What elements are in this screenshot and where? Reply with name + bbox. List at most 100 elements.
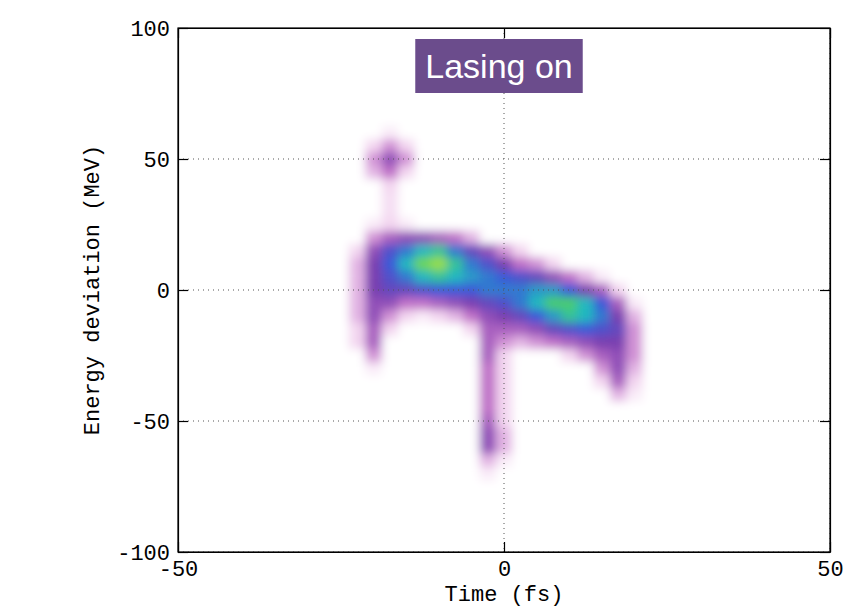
- heatmap-cell: [626, 310, 643, 324]
- heatmap-cell: [398, 388, 415, 402]
- heatmap-cell: [610, 441, 627, 455]
- heatmap-cell: [626, 270, 643, 284]
- heatmap-cell: [528, 283, 545, 297]
- heatmap-cell: [512, 126, 529, 140]
- heatmap-cell: [496, 205, 513, 219]
- heatmap-cell: [643, 244, 660, 258]
- heatmap-cell: [382, 270, 399, 284]
- heatmap-cell: [447, 414, 464, 428]
- heatmap-cell: [447, 139, 464, 153]
- heatmap-cell: [447, 336, 464, 350]
- heatmap-cell: [577, 401, 594, 415]
- heatmap-cell: [365, 310, 382, 324]
- heatmap-cell: [528, 375, 545, 389]
- heatmap-cell: [480, 192, 497, 206]
- heatmap-cell: [431, 139, 448, 153]
- heatmap-cell: [463, 310, 480, 324]
- heatmap-cell: [561, 270, 578, 284]
- tick: 100: [130, 18, 188, 43]
- heatmap-cell: [333, 283, 350, 297]
- heatmap-cell: [480, 179, 497, 193]
- heatmap-cell: [463, 441, 480, 455]
- heatmap-cell: [382, 323, 399, 337]
- heatmap-cell: [349, 218, 366, 232]
- heatmap-cell: [594, 231, 611, 245]
- heatmap-cell: [382, 179, 399, 193]
- heatmap-cell: [365, 270, 382, 284]
- heatmap-cell: [365, 218, 382, 232]
- heatmap-cell: [594, 152, 611, 166]
- heatmap-cell: [382, 467, 399, 481]
- heatmap-cell: [659, 310, 676, 324]
- heatmap-cell: [577, 375, 594, 389]
- heatmap-cell: [496, 441, 513, 455]
- heatmap-cell: [447, 231, 464, 245]
- heatmap-cell: [414, 139, 431, 153]
- heatmap-cell: [365, 166, 382, 180]
- heatmap-cell: [561, 441, 578, 455]
- heatmap-cell: [528, 401, 545, 415]
- heatmap-cell: [626, 244, 643, 258]
- heatmap-cell: [463, 401, 480, 415]
- heatmap-cell: [398, 166, 415, 180]
- heatmap-cell: [545, 166, 562, 180]
- heatmap-cell: [480, 441, 497, 455]
- heatmap-cell: [382, 244, 399, 258]
- heatmap-cell: [594, 310, 611, 324]
- heatmap-cell: [398, 454, 415, 468]
- heatmap-cell: [528, 336, 545, 350]
- heatmap-cell: [512, 441, 529, 455]
- heatmap-cell: [594, 467, 611, 481]
- heatmap-cell: [659, 205, 676, 219]
- heatmap-cell: [545, 297, 562, 311]
- heatmap-cell: [365, 454, 382, 468]
- heatmap-cell: [561, 166, 578, 180]
- heatmap-cell: [594, 244, 611, 258]
- heatmap-cell: [643, 231, 660, 245]
- heatmap-cell: [447, 454, 464, 468]
- annotation-box: [415, 39, 582, 93]
- heatmap-cell: [626, 323, 643, 337]
- heatmap-cell: [398, 218, 415, 232]
- heatmap-cell: [545, 179, 562, 193]
- heatmap-cell: [577, 362, 594, 376]
- heatmap-cell: [610, 218, 627, 232]
- heatmap-cell: [349, 139, 366, 153]
- heatmap-cell: [480, 388, 497, 402]
- heatmap-cell: [480, 139, 497, 153]
- heatmap-cell: [365, 179, 382, 193]
- heatmap-cell: [414, 349, 431, 363]
- heatmap-cell: [431, 441, 448, 455]
- heatmap-cell: [528, 139, 545, 153]
- heatmap-cell: [496, 166, 513, 180]
- heatmap-cell: [463, 467, 480, 481]
- heatmap-cell: [561, 323, 578, 337]
- heatmap-cell: [447, 323, 464, 337]
- heatmap-cell: [610, 270, 627, 284]
- heatmap-cell: [643, 126, 660, 140]
- heatmap-cell: [480, 257, 497, 271]
- heatmap-cell: [512, 428, 529, 442]
- heatmap-cell: [382, 428, 399, 442]
- grid-line: [178, 421, 830, 422]
- heatmap-cell: [382, 139, 399, 153]
- grid-line: [178, 159, 830, 160]
- heatmap-cell: [512, 179, 529, 193]
- plot-background: [178, 28, 830, 552]
- heatmap-cell: [349, 205, 366, 219]
- heatmap-cell: [610, 349, 627, 363]
- heatmap-cell: [365, 375, 382, 389]
- heatmap-cell: [577, 428, 594, 442]
- heatmap-cell: [382, 441, 399, 455]
- heatmap-cell: [398, 362, 415, 376]
- heatmap-cell: [626, 205, 643, 219]
- heatmap-cell: [610, 336, 627, 350]
- heatmap-cell: [382, 166, 399, 180]
- heatmap-cell: [480, 270, 497, 284]
- heatmap-cell: [545, 467, 562, 481]
- heatmap-cell: [365, 336, 382, 350]
- heatmap-cell: [480, 297, 497, 311]
- heatmap-cell: [512, 310, 529, 324]
- heatmap-cell: [643, 323, 660, 337]
- heatmap-cell: [512, 257, 529, 271]
